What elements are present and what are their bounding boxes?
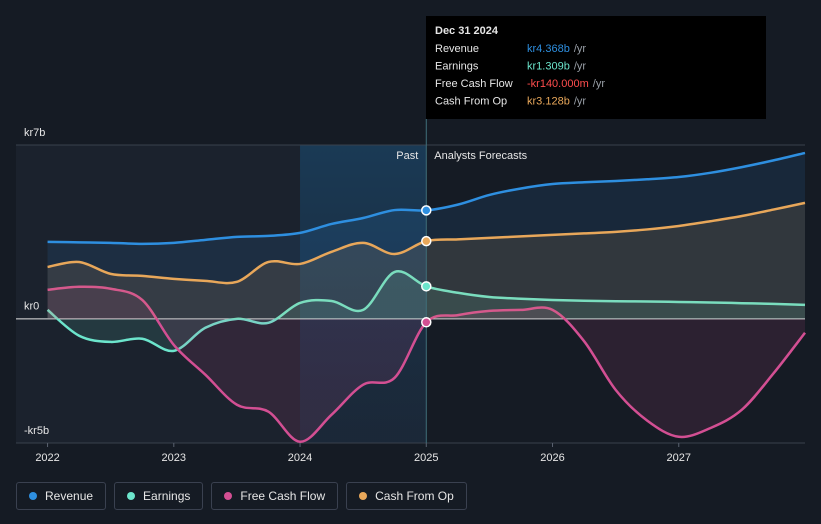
tooltip-label: Cash From Op [435,95,507,107]
tooltip-label: Earnings [435,60,479,72]
y-tick-label: kr0 [24,301,39,313]
hover-point [421,205,432,216]
legend: Revenue Earnings Free Cash Flow Cash From O… [16,482,467,510]
tooltip-value: kr3.128b/yr [527,95,586,107]
legend-swatch [359,492,368,500]
legend-item[interactable]: Free Cash Flow [211,482,339,510]
tooltip-unit: /yr [574,60,587,72]
tooltip-label: Free Cash Flow [435,78,513,90]
past-label: Past [396,150,418,162]
hover-point [421,317,432,328]
x-tick-label: 2024 [288,452,312,464]
chart: -kr5b kr0 kr7b 2022 2023 2024 2025 2026 2027 Past… [16,16,806,464]
tooltip-value-label: kr3.128b [527,95,570,107]
tooltip: Dec 31 2024 Revenue kr4.368b/yr Earnings kr1… [426,16,766,119]
legend-item[interactable]: Cash From Op [346,482,467,510]
forecast-label: Analysts Forecasts [434,150,527,162]
x-tick-label: 2023 [162,452,186,464]
tooltip-value-label: kr4.368b [527,43,570,55]
tooltip-value-label: -kr140.000m [527,78,589,90]
x-tick-label: 2027 [667,452,691,464]
page: {"chart_data": {"type": "line", "x": [20… [16,16,806,510]
tooltip-value: kr4.368b/yr [527,43,586,55]
legend-label: Revenue [45,489,94,503]
y-tick-label: kr7b [24,127,45,139]
tooltip-value-label: kr1.309b [527,60,570,72]
y-tick-label: -kr5b [24,425,49,437]
legend-item[interactable]: Earnings [114,482,204,510]
tooltip-box [426,16,766,119]
x-tick-label: 2026 [540,452,564,464]
tooltip-unit: /yr [593,78,606,90]
tooltip-title: Dec 31 2024 [435,25,499,37]
tooltip-value: -kr140.000m/yr [527,78,605,90]
tooltip-unit: /yr [574,95,587,107]
legend-swatch [127,492,136,500]
highlight-band [300,145,427,443]
series-area [47,286,806,442]
legend-swatch [224,492,233,500]
x-tick-label: 2022 [35,452,59,464]
hover-point [421,235,432,247]
legend-item[interactable]: Revenue [16,482,107,510]
x-tick-label: 2025 [414,452,438,464]
tooltip-value: kr1.309b/yr [527,60,586,72]
tooltip-unit: /yr [574,43,587,55]
tooltip-label: Revenue [435,43,479,55]
legend-swatch [29,492,37,500]
hover-point [421,281,432,292]
legend-label: Cash From Op [375,489,454,503]
legend-label: Earnings [143,489,191,503]
legend-label: Free Cash Flow [240,489,326,503]
